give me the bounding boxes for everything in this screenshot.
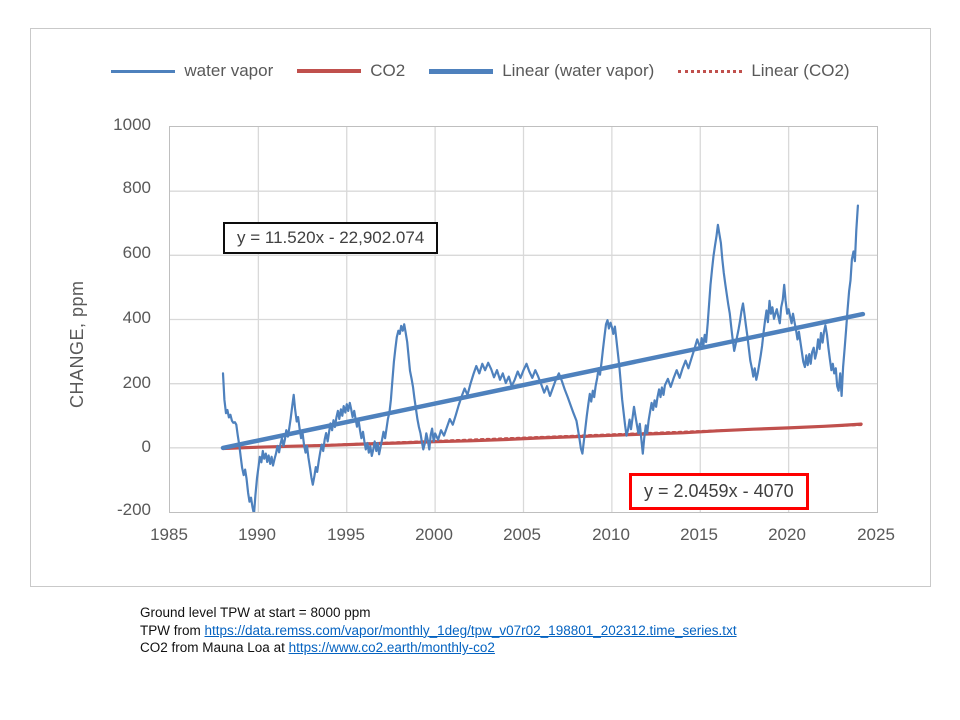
y-tick-200: 200 xyxy=(122,373,151,392)
legend-item-co2[interactable]: CO2 xyxy=(297,61,405,81)
y-tick-800: 800 xyxy=(122,178,151,197)
tpw-source-prefix: TPW from xyxy=(140,622,205,638)
x-tick-1990: 1990 xyxy=(238,525,276,544)
y-tick-600: 600 xyxy=(122,243,151,262)
chart-frame: water vapor CO2 Linear (water vapor) Lin… xyxy=(30,28,931,587)
legend-item-linear-co2[interactable]: Linear (CO2) xyxy=(678,61,850,81)
y-tick-0: 0 xyxy=(141,437,151,456)
x-tick-2010: 2010 xyxy=(592,525,630,544)
x-tick-2025: 2025 xyxy=(857,525,895,544)
x-tick-1985: 1985 xyxy=(150,525,188,544)
y-tick-400: 400 xyxy=(122,308,151,327)
chart-canvas xyxy=(170,127,877,512)
legend-label: Linear (water vapor) xyxy=(502,61,655,80)
co2-source-prefix: CO2 from Mauna Loa at xyxy=(140,640,289,655)
legend-label: CO2 xyxy=(370,61,406,80)
water-vapor-trend-equation-box[interactable]: y = 11.520x - 22,902.074 xyxy=(223,222,439,254)
legend-label: water vapor xyxy=(184,61,274,80)
legend-item-linear-water-vapor[interactable]: Linear (water vapor) xyxy=(429,61,654,81)
linear-co2-dotted-swatch-icon xyxy=(678,69,743,73)
footnote-ground-level: Ground level TPW at start = 8000 ppm xyxy=(140,605,371,620)
x-tick-2020: 2020 xyxy=(768,525,806,544)
legend-item-water-vapor[interactable]: water vapor xyxy=(111,61,273,81)
footnotes: Ground level TPW at start = 8000 ppm TPW… xyxy=(140,604,737,657)
x-tick-1995: 1995 xyxy=(327,525,365,544)
footnote-co2-source: CO2 from Mauna Loa at https://www.co2.ea… xyxy=(140,639,737,657)
co2-data-link[interactable]: https://www.co2.earth/monthly-co2 xyxy=(288,640,495,655)
chart-legend: water vapor CO2 Linear (water vapor) Lin… xyxy=(31,61,930,81)
co2-line-swatch-icon xyxy=(297,69,362,73)
legend-label: Linear (CO2) xyxy=(751,61,850,80)
y-axis-title: CHANGE, ppm xyxy=(67,280,87,408)
x-tick-2015: 2015 xyxy=(680,525,718,544)
x-tick-2000: 2000 xyxy=(415,525,453,544)
plot-area xyxy=(169,126,878,513)
tpw-data-link[interactable]: https://data.remss.com/vapor/monthly_1de… xyxy=(204,622,737,638)
y-tick-neg200: -200 xyxy=(116,500,151,519)
y-tick-1000: 1000 xyxy=(113,115,151,134)
co2-trend-equation-box[interactable]: y = 2.0459x - 4070 xyxy=(629,473,809,510)
x-tick-2005: 2005 xyxy=(503,525,541,544)
footnote-tpw-source: TPW from https://data.remss.com/vapor/mo… xyxy=(140,622,737,640)
water-vapor-line-swatch-icon xyxy=(111,69,176,73)
linear-water-vapor-line-swatch-icon xyxy=(429,68,494,74)
